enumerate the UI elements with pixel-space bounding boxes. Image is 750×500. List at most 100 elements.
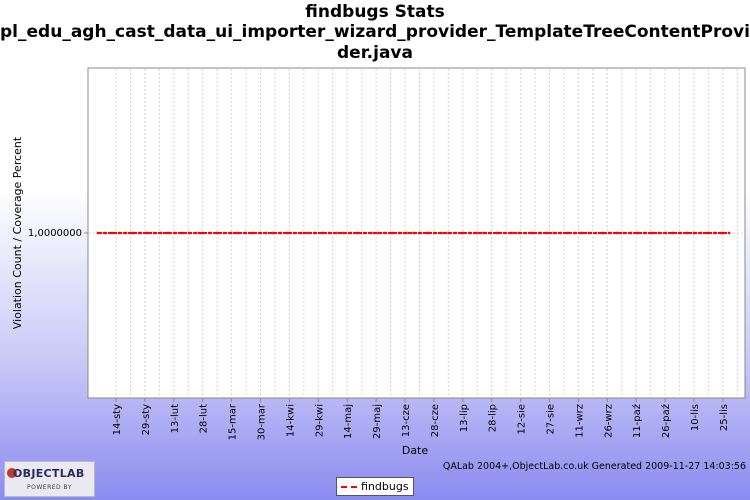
data-point — [258, 231, 261, 235]
data-point — [622, 231, 626, 235]
x-tick-label: 13-lut — [170, 404, 181, 433]
data-point — [223, 231, 226, 235]
data-point — [580, 231, 583, 235]
data-point — [208, 231, 212, 235]
data-point — [159, 231, 163, 235]
x-tick-label: 14-sty — [112, 404, 123, 435]
legend-swatch — [341, 485, 357, 488]
data-point — [559, 231, 562, 235]
logo-powered-by: POWERED BY — [27, 484, 73, 491]
data-point — [173, 231, 177, 235]
data-point — [552, 231, 555, 235]
data-point — [496, 231, 499, 235]
data-point — [678, 231, 682, 235]
data-point — [328, 231, 331, 235]
data-point — [187, 231, 191, 235]
data-point — [124, 231, 128, 235]
data-point — [293, 231, 296, 235]
x-tick-label: 13-cze — [401, 404, 412, 437]
data-point — [398, 231, 401, 235]
data-point — [230, 231, 233, 235]
x-tick-label: 25-lis — [719, 404, 730, 431]
data-point — [685, 231, 689, 235]
data-point — [166, 231, 170, 235]
x-tick-label: 12-sie — [517, 404, 528, 434]
data-point — [251, 231, 254, 235]
data-point — [363, 231, 366, 235]
data-point — [384, 231, 387, 235]
data-point — [349, 231, 352, 235]
data-point — [706, 231, 710, 235]
data-point — [335, 231, 338, 235]
logo-wordmark: OBJECTLAB — [13, 467, 85, 480]
data-point — [601, 231, 604, 235]
data-point — [377, 231, 380, 235]
data-point — [145, 231, 149, 235]
y-tick-label: 1,0000000 — [28, 228, 82, 239]
x-tick-label: 26-paź — [660, 404, 672, 438]
data-point — [314, 231, 317, 235]
data-point — [447, 231, 450, 235]
data-point — [272, 231, 275, 235]
data-point — [215, 231, 219, 235]
data-point — [699, 231, 703, 235]
x-tick-label: 28-lut — [199, 404, 210, 433]
data-point — [636, 231, 640, 235]
x-tick-label: 30-mar — [257, 403, 268, 440]
x-tick-label: 14-kwi — [285, 404, 296, 437]
data-point — [629, 231, 633, 235]
data-point — [426, 231, 429, 235]
data-point — [566, 231, 569, 235]
data-point — [692, 231, 696, 235]
data-point — [180, 231, 184, 235]
data-point — [468, 231, 471, 235]
data-point — [482, 231, 485, 235]
data-point — [713, 231, 717, 235]
x-axis-label: Date — [402, 444, 429, 457]
data-point — [265, 231, 268, 235]
x-tick-label: 29-maj — [372, 404, 383, 439]
data-point — [237, 231, 240, 235]
data-point — [531, 231, 534, 235]
data-point — [356, 231, 359, 235]
data-point — [615, 231, 619, 235]
data-point — [433, 231, 436, 235]
data-point — [650, 231, 654, 235]
data-point — [244, 231, 247, 235]
legend: findbugs — [336, 477, 414, 496]
data-point — [138, 231, 142, 235]
data-point — [475, 231, 478, 235]
data-point — [96, 231, 100, 235]
data-point — [286, 231, 289, 235]
data-point — [538, 231, 541, 235]
data-point — [489, 231, 492, 235]
data-point — [461, 231, 464, 235]
data-point — [279, 231, 282, 235]
data-point — [643, 231, 647, 235]
chart-title-line-1: findbugs Stats — [305, 2, 445, 22]
y-axis-label: Violation Count / Coverage Percent — [11, 136, 24, 329]
legend-label: findbugs — [361, 480, 409, 493]
data-point — [131, 231, 135, 235]
data-point — [454, 231, 457, 235]
data-point — [110, 231, 114, 235]
data-point — [321, 231, 324, 235]
x-tick-label: 29-kwi — [314, 404, 325, 437]
data-point — [412, 231, 415, 235]
data-point — [307, 231, 310, 235]
data-point — [657, 231, 661, 235]
data-point — [391, 231, 394, 235]
x-tick-label: 11-paź — [631, 404, 643, 438]
data-point — [524, 231, 527, 235]
data-point — [405, 231, 408, 235]
x-tick-label: 28-lip — [488, 404, 499, 432]
data-point — [419, 231, 422, 235]
chart-title-line-2: pl_edu_agh_cast_data_ui_importer_wizard_… — [0, 22, 750, 42]
data-point — [720, 231, 724, 235]
logo-dot-icon — [7, 468, 17, 478]
data-point — [510, 231, 513, 235]
data-point — [594, 231, 597, 235]
data-point — [370, 231, 373, 235]
data-point — [103, 231, 107, 235]
chart-title-line-3: der.java — [337, 43, 413, 63]
